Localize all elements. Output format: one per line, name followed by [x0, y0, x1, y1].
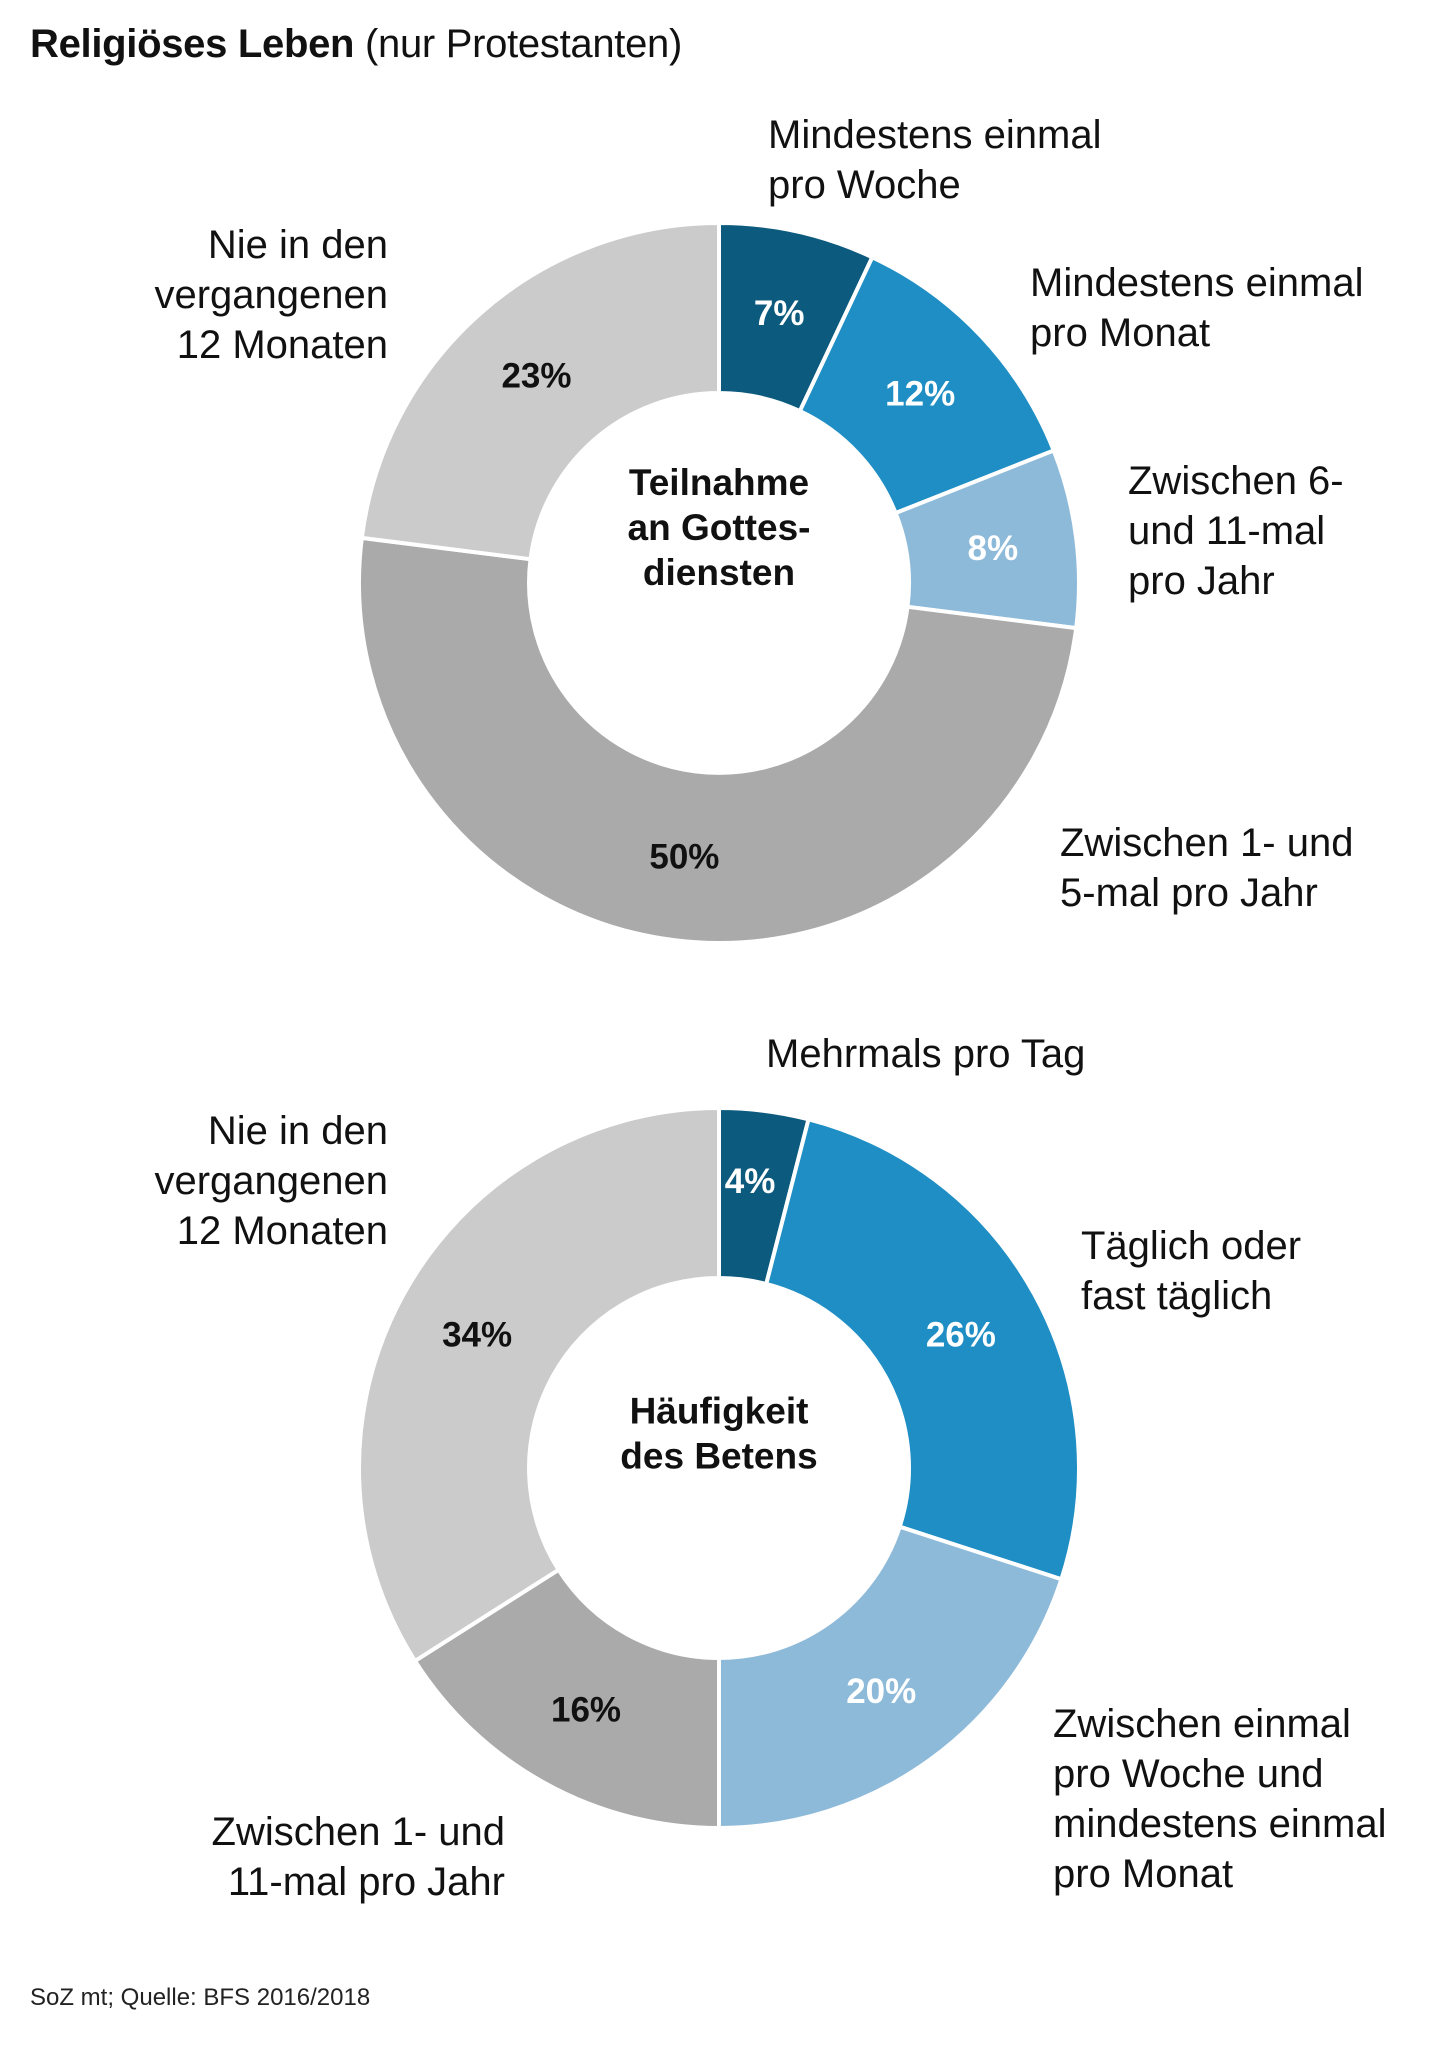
gottesdienst-category-label-2: Mindestens einmal pro Monat [1030, 261, 1364, 355]
gottesdienst-category-label-3: Zwischen 6-und 11-mal pro Jahr [1128, 459, 1344, 603]
chart-title-subtitle: (nur Protestanten) [365, 22, 682, 66]
gottesdienst-segment-5 [359, 220, 721, 562]
beten-category-label-2: Täglich oder fast täglich [1081, 1224, 1301, 1318]
donut-chart-gottesdienst: 7% Mindestens einmal pro Woche 12% Mindesten… [154, 113, 1364, 945]
donut-chart-beten: 4% Mehrmals pro Tag 26% Täglich oder fast tä… [154, 1032, 1387, 1904]
gottesdienst-center-label: Teilnahme an Gottes-diensten [628, 462, 811, 593]
chart-title-bold: Religiöses Leben [30, 22, 355, 66]
beten-center-label: Häufigkeit des Betens [620, 1391, 817, 1477]
beten-segment-5 [356, 1105, 721, 1664]
gottesdienst-category-label-5: Nie in den vergangenen 12 Monaten [154, 223, 388, 367]
beten-segment-2 [763, 1116, 1081, 1582]
beten-value-label-4: 16% [551, 1690, 621, 1729]
beten-value-label-5: 34% [442, 1316, 512, 1355]
beten-category-label-1: Mehrmals pro Tag [766, 1032, 1085, 1076]
gottesdienst-value-label-1: 7% [754, 294, 805, 333]
gottesdienst-value-label-3: 8% [968, 529, 1019, 568]
beten-category-label-5: Nie in den vergangenen 12 Monaten [154, 1109, 388, 1253]
gottesdienst-category-label-4: Zwischen 1- und 5-mal pro Jahr [1060, 821, 1353, 915]
gottesdienst-segment-2 [797, 254, 1057, 516]
source-note: SoZ mt; Quelle: BFS 2016/2018 [30, 1984, 371, 2011]
gottesdienst-category-label-1: Mindestens einmal pro Woche [768, 113, 1102, 207]
beten-value-label-2: 26% [926, 1316, 996, 1355]
beten-value-label-1: 4% [725, 1162, 776, 1201]
beten-category-label-3: Zwischen einmal pro Woche und mindestens e… [1053, 1702, 1387, 1896]
gottesdienst-value-label-2: 12% [885, 375, 955, 414]
gottesdienst-value-label-5: 23% [501, 356, 571, 395]
gottesdienst-segment-4 [357, 535, 1079, 945]
beten-value-label-3: 20% [846, 1672, 916, 1711]
chart-title: Religiöses Leben (nur Protestanten) [30, 22, 682, 67]
beten-segment-4 [412, 1567, 721, 1831]
gottesdienst-value-label-4: 50% [649, 837, 719, 876]
beten-segment-3 [717, 1524, 1064, 1831]
beten-category-label-4: Zwischen 1- und 11-mal pro Jahr [212, 1810, 505, 1904]
